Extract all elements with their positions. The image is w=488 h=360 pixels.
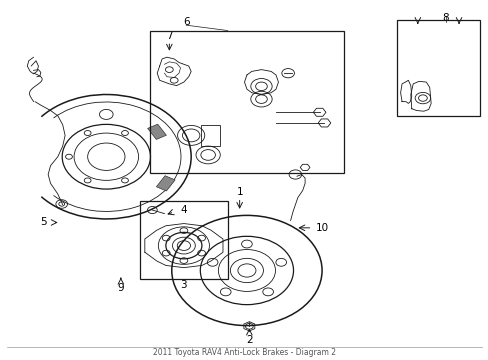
Text: 7: 7	[166, 31, 172, 41]
Text: 9: 9	[117, 283, 124, 293]
Bar	[201, 125, 220, 146]
Text: 6: 6	[183, 17, 189, 27]
Text: 3: 3	[180, 280, 187, 290]
Text: 1: 1	[236, 187, 243, 197]
Text: 2011 Toyota RAV4 Anti-Lock Brakes - Diagram 2: 2011 Toyota RAV4 Anti-Lock Brakes - Diag…	[153, 348, 335, 357]
Text: 8: 8	[442, 13, 448, 23]
Bar	[156, 176, 175, 191]
Text: 10: 10	[315, 223, 328, 233]
Bar	[150, 31, 343, 173]
Bar	[396, 20, 479, 116]
Text: 2: 2	[245, 335, 252, 345]
Bar	[140, 201, 227, 279]
Bar	[147, 124, 166, 139]
Text: 5: 5	[40, 217, 46, 228]
Text: 4: 4	[180, 205, 187, 215]
